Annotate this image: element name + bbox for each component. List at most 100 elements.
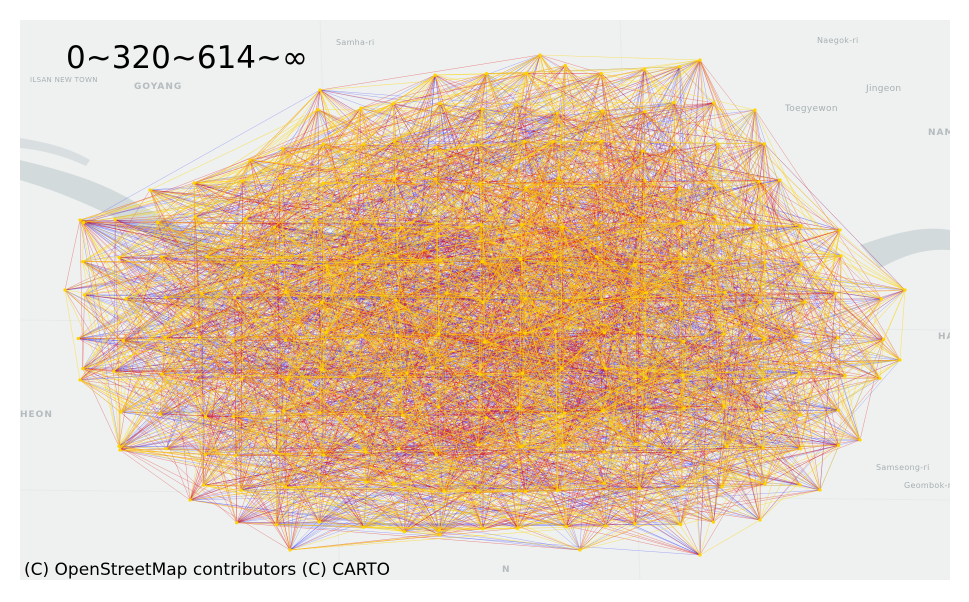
network-node — [478, 182, 482, 186]
network-node — [437, 528, 441, 532]
map-panel[interactable]: ILSAN NEW TOWN GOYANG Samha-ri Naegok-ri… — [20, 20, 950, 580]
network-node — [798, 447, 802, 451]
network-node — [604, 367, 608, 371]
network-node — [243, 217, 247, 221]
network-node — [564, 525, 569, 529]
network-node — [763, 260, 767, 264]
network-node — [322, 453, 326, 457]
network-node — [203, 415, 207, 419]
network-node — [399, 225, 404, 229]
network-node — [394, 333, 398, 338]
network-node — [878, 376, 882, 380]
network-node — [354, 261, 358, 265]
network-node — [437, 405, 441, 409]
network-node — [364, 450, 368, 454]
network-node — [392, 176, 396, 180]
place-label-heon: HEON — [20, 410, 53, 420]
network-node — [231, 339, 235, 343]
network-node — [397, 447, 401, 451]
network-node — [439, 258, 443, 262]
place-label-geombok: Geombok-ri — [904, 481, 950, 490]
network-node — [836, 336, 840, 340]
nodes-layer — [63, 53, 907, 557]
network-node — [318, 482, 322, 486]
network-node — [678, 186, 682, 190]
network-node — [362, 525, 366, 529]
network-node — [248, 158, 252, 162]
network-node — [476, 143, 480, 147]
network-node — [834, 291, 838, 295]
network-node — [231, 415, 235, 419]
network-node — [717, 377, 721, 381]
network-node — [484, 72, 489, 76]
network-node — [633, 263, 637, 267]
network-node — [392, 139, 396, 143]
network-node — [722, 332, 726, 336]
network-node — [678, 65, 682, 69]
network-node — [481, 301, 485, 305]
network-node — [362, 142, 366, 146]
network-node — [722, 404, 726, 408]
network-node — [520, 222, 524, 227]
network-node — [903, 288, 907, 292]
network-node — [601, 409, 605, 413]
network-node — [681, 220, 685, 224]
network-node — [672, 146, 676, 150]
network-node — [556, 489, 560, 493]
network-node — [757, 180, 762, 184]
network-node — [882, 337, 886, 341]
network-node — [633, 522, 637, 526]
network-node — [435, 222, 439, 226]
network-node — [192, 181, 196, 185]
legend-title: 0~320~614~∞ — [66, 40, 308, 76]
network-node — [578, 548, 582, 552]
network-node — [81, 260, 85, 264]
network-node — [712, 101, 716, 105]
network-node — [720, 485, 724, 489]
network-node — [711, 262, 715, 266]
network-node — [314, 218, 318, 222]
network-node — [672, 451, 676, 455]
network-node — [160, 372, 164, 376]
network-node — [241, 179, 245, 183]
network-node — [753, 108, 757, 112]
network-node — [798, 483, 802, 487]
network-node — [117, 444, 121, 448]
network-node — [239, 488, 243, 492]
network-node — [599, 71, 603, 75]
network-node — [164, 447, 168, 451]
network-node — [761, 407, 765, 411]
network-node — [762, 142, 767, 146]
network-node — [837, 443, 841, 448]
network-node — [516, 406, 521, 410]
network-node — [799, 224, 803, 228]
place-label-samseong: Samseong-ri — [876, 463, 930, 472]
network-node — [564, 298, 568, 302]
network-node — [438, 101, 442, 106]
network-node — [524, 490, 528, 494]
network-node — [476, 491, 480, 495]
place-label-ha: HA — [938, 332, 950, 342]
network-node — [561, 225, 565, 229]
network-node — [82, 293, 86, 297]
network-node — [272, 225, 277, 229]
network-node — [562, 411, 567, 415]
network-node — [81, 367, 85, 371]
network-node — [638, 487, 642, 491]
network-node — [78, 218, 82, 222]
network-node — [838, 228, 842, 232]
network-node — [797, 371, 802, 375]
network-node — [481, 527, 485, 531]
han-river-east — [860, 228, 950, 268]
network-node — [716, 142, 720, 146]
network-node — [477, 372, 481, 376]
network-node — [434, 453, 438, 457]
network-node — [188, 498, 192, 502]
network-node — [563, 63, 567, 67]
network-node — [794, 335, 798, 339]
network-node — [394, 254, 398, 258]
network-node — [698, 553, 702, 557]
network-node — [778, 178, 782, 182]
network-node — [480, 260, 484, 264]
network-node — [560, 366, 564, 370]
